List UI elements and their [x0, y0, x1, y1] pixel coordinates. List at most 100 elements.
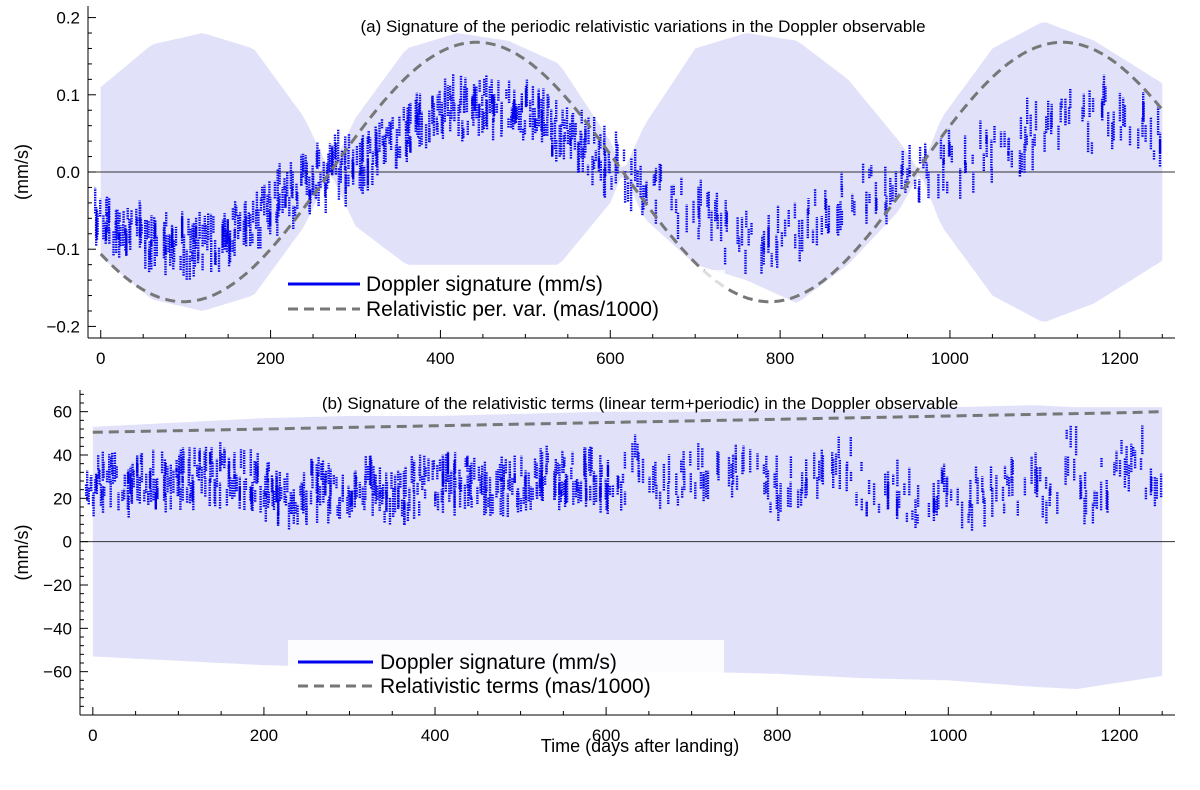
doppler-point-cluster: [579, 446, 598, 507]
panel-b-legend-background: [288, 640, 724, 702]
doppler-point-cluster: [927, 479, 940, 521]
x-tick-label: 400: [426, 349, 454, 368]
doppler-point-cluster: [786, 455, 804, 508]
y-tick-label: 0.2: [56, 9, 80, 28]
doppler-point-cluster: [602, 125, 619, 198]
x-tick-label: 800: [763, 726, 791, 745]
doppler-point-cluster: [804, 452, 821, 499]
doppler-point-cluster: [959, 135, 975, 199]
doppler-point-cluster: [414, 92, 431, 149]
panel-a-legend-background: [285, 270, 725, 324]
doppler-point-cluster: [991, 465, 1009, 517]
doppler-point-cluster: [1059, 89, 1072, 126]
doppler-point-cluster: [341, 470, 358, 518]
doppler-point-cluster: [1110, 92, 1127, 150]
panel-b-x-axis-label: Time (days after landing): [541, 736, 739, 756]
y-tick-label: −20: [43, 576, 72, 595]
doppler-point-cluster: [431, 78, 449, 139]
panel-b-y-axis-label: (mm/s): [12, 525, 32, 581]
doppler-point-cluster: [185, 447, 203, 511]
panel-b: 0 200 400 600 800 1000 1200 −60 −40 −20 0 20 40 60 (b…: [12, 390, 1175, 756]
doppler-point-cluster: [1128, 92, 1145, 149]
doppler-point-cluster: [734, 444, 752, 490]
doppler-point-cluster: [324, 463, 342, 524]
doppler-point-cluster: [1043, 100, 1060, 152]
x-tick-label: 600: [596, 349, 624, 368]
doppler-point-cluster: [363, 122, 381, 191]
doppler-point-cluster: [769, 455, 782, 521]
doppler-point-cluster: [193, 211, 213, 271]
doppler-point-cluster: [477, 461, 494, 516]
doppler-point-cluster: [495, 456, 512, 517]
doppler-point-cluster: [940, 463, 953, 507]
doppler-point-cluster: [699, 447, 710, 502]
doppler-point-cluster: [209, 213, 230, 272]
doppler-point-cluster: [427, 454, 445, 513]
doppler-point-cluster: [1113, 440, 1128, 488]
y-tick-label: 20: [53, 489, 72, 508]
doppler-point-cluster: [135, 452, 153, 505]
doppler-point-cluster: [652, 163, 663, 224]
x-tick-label: 600: [592, 726, 620, 745]
doppler-point-cluster: [1100, 74, 1110, 137]
doppler-point-cluster: [117, 462, 135, 518]
y-tick-label: −40: [43, 619, 72, 638]
doppler-point-cluster: [500, 80, 517, 137]
doppler-point-cluster: [837, 436, 853, 492]
y-tick-label: −60: [43, 663, 72, 682]
doppler-point-cluster: [533, 88, 550, 143]
panel-a-y-axis-label: (mm/s): [12, 144, 32, 200]
doppler-point-cluster: [716, 451, 735, 498]
x-tick-label: 1200: [1101, 349, 1139, 368]
doppler-point-cluster: [993, 125, 1011, 161]
uncertainty-band-area: [92, 405, 1163, 689]
doppler-point-cluster: [1093, 457, 1109, 513]
doppler-point-cluster: [719, 200, 739, 265]
doppler-point-cluster: [84, 454, 103, 517]
panel-b-title: (b) Signature of the relativistic terms …: [322, 394, 958, 413]
doppler-point-cluster: [1144, 468, 1163, 507]
panel-b-relativistic-line: [92, 410, 1163, 434]
doppler-point-cluster: [892, 458, 906, 519]
doppler-point-cluster: [347, 133, 365, 194]
doppler-point-cluster: [861, 162, 873, 224]
x-tick-label: 200: [250, 726, 278, 745]
doppler-point-cluster: [738, 210, 753, 274]
doppler-point-cluster: [545, 445, 564, 511]
doppler-point-cluster: [100, 450, 118, 513]
panel-a-ticks: 0 200 400 600 800 1000 1200 −0.2 −0.1 0.0 0.1 0.2: [46, 9, 1163, 368]
doppler-point-cluster: [143, 215, 159, 273]
panel-b-ticks: 0 200 400 600 800 1000 1200 −60 −40 −20 0 20 40 60: [43, 393, 1163, 745]
x-tick-label: 0: [96, 349, 105, 368]
doppler-point-cluster: [550, 100, 569, 162]
doppler-point-cluster: [459, 455, 479, 509]
doppler-point-cluster: [254, 452, 274, 522]
doppler-point-cluster: [151, 449, 172, 513]
doppler-point-cluster: [1064, 425, 1078, 485]
doppler-point-cluster: [227, 201, 247, 267]
doppler-point-cluster: [598, 454, 615, 514]
doppler-point-cluster: [1127, 425, 1144, 492]
x-tick-label: 1000: [929, 726, 967, 745]
panel-b-legend-doppler-label: Doppler signature (mm/s): [380, 651, 617, 674]
panel-a-legend: Doppler signature (mm/s) Relativistic pe…: [285, 270, 725, 324]
doppler-point-cluster: [449, 73, 467, 142]
y-tick-label: −0.1: [46, 240, 80, 259]
doppler-point-cluster: [408, 454, 427, 519]
y-tick-label: 0.0: [56, 163, 80, 182]
doppler-point-cluster: [874, 165, 892, 225]
doppler-point-cluster: [806, 188, 823, 246]
doppler-point-cluster: [162, 211, 178, 276]
doppler-point-cluster: [839, 172, 856, 231]
doppler-point-cluster: [271, 470, 291, 530]
doppler-point-cluster: [692, 179, 702, 240]
doppler-point-cluster: [511, 455, 530, 513]
panel-a-relativistic-curve: [99, 40, 1164, 304]
doppler-point-cluster: [562, 451, 582, 507]
panel-a: 0 200 400 600 800 1000 1200 −0.2 −0.1 0.0 0.1 0.2 (…: [12, 6, 1175, 368]
doppler-point-cluster: [1144, 106, 1162, 167]
y-tick-label: 60: [53, 403, 72, 422]
panel-b-axes: [79, 390, 1175, 716]
doppler-point-cluster: [238, 449, 257, 511]
